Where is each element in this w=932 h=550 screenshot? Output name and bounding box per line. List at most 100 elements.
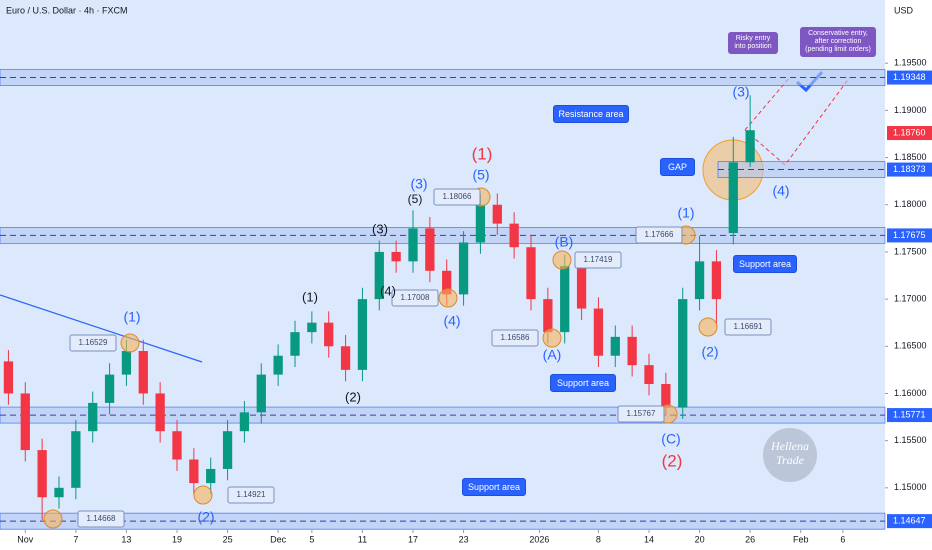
candle-body [121, 351, 132, 375]
candle-body [239, 412, 250, 432]
wave-label: (C) [661, 431, 680, 447]
y-tick-label: 1.18000 [894, 199, 927, 209]
callout: Support area [462, 478, 526, 496]
candle-body [357, 299, 368, 370]
level-label: 1.18373 [893, 164, 926, 174]
candle-body [222, 431, 233, 469]
candle-body [290, 332, 300, 356]
candle-body [155, 393, 165, 432]
candle-body [543, 299, 553, 333]
wave-label: (5) [472, 167, 489, 183]
point-marker [698, 317, 718, 337]
candle-body [627, 336, 637, 366]
wave-label: (1) [302, 289, 318, 304]
level-label: 1.17675 [893, 230, 926, 240]
candle-body [206, 468, 216, 484]
wave-label: (2) [701, 344, 718, 360]
x-tick-label: 25 [223, 534, 233, 544]
candle-body [324, 322, 334, 347]
price-tag: 1.17419 [584, 255, 613, 264]
wave-label: (A) [543, 347, 562, 363]
wave-label: (4) [772, 183, 789, 199]
wave-label: (2) [345, 389, 361, 404]
candle-body [425, 228, 435, 271]
x-tick-label: 6 [840, 534, 845, 544]
point-marker [120, 333, 140, 353]
x-tick-label: 17 [408, 534, 418, 544]
candle-body [256, 374, 266, 413]
candle-body [3, 361, 14, 394]
callout: Support area [733, 255, 797, 273]
price-tag: 1.14668 [87, 514, 116, 523]
level-label: 1.14647 [893, 516, 926, 526]
y-tick-label: 1.15000 [894, 482, 927, 492]
candle-body [340, 346, 351, 370]
candle-body [37, 450, 47, 498]
price-tag-bg [574, 251, 622, 269]
level-tag [887, 126, 932, 141]
wave-label: (3) [410, 176, 427, 192]
x-tick-label: 19 [172, 534, 182, 544]
price-tag: 1.16691 [734, 322, 763, 331]
price-tag: 1.16586 [501, 333, 530, 342]
point-marker [438, 288, 458, 308]
y-tick-label: 1.19000 [894, 105, 927, 115]
x-tick-label: 20 [695, 534, 705, 544]
candle-body [172, 431, 182, 460]
y-tick-label: 1.17500 [894, 246, 927, 256]
price-tag: 1.17666 [645, 230, 674, 239]
x-tick-label: 2026 [529, 534, 549, 544]
wave-label: (4) [443, 313, 460, 329]
candle-body [576, 266, 587, 309]
candle-body [104, 374, 115, 403]
wave-label: (1) [123, 309, 140, 325]
trend-line [0, 294, 203, 363]
candle-body [610, 336, 620, 356]
wave-label: (5) [408, 192, 423, 206]
level-tag [887, 70, 932, 85]
y-tick-label: 1.16500 [894, 341, 927, 351]
candle-body [711, 261, 722, 300]
wave-label: (2) [662, 451, 683, 470]
x-tick-label: 8 [596, 534, 601, 544]
price-tag-bg [69, 334, 117, 352]
x-tick-label: Nov [17, 534, 34, 544]
y-tick-label: 1.19500 [894, 58, 927, 68]
callout: Conservative entry, after correction (pe… [800, 27, 876, 57]
candle-body [661, 384, 671, 408]
x-tick-label: 26 [745, 534, 755, 544]
level-tag [887, 514, 932, 529]
price-tag-bg [433, 188, 481, 206]
candle-body [442, 270, 452, 295]
point-marker [552, 250, 572, 270]
x-tick-label: 14 [644, 534, 654, 544]
x-tick-label: Dec [270, 534, 287, 544]
price-tag-bg [391, 289, 439, 307]
price-tag-bg [724, 318, 772, 336]
wave-label: (4) [380, 283, 396, 298]
price-tag-bg [227, 486, 275, 504]
wave-label: (1) [472, 144, 493, 163]
candle-body [694, 261, 705, 300]
wave-label: (1) [677, 205, 694, 221]
level-tag [887, 408, 932, 423]
price-tag-bg [491, 329, 539, 347]
level-tag [887, 162, 932, 177]
callout: GAP [660, 158, 695, 176]
x-tick-label: 23 [459, 534, 469, 544]
price-tag-bg [635, 226, 683, 244]
candle-body [644, 365, 654, 385]
candle-body [728, 162, 738, 234]
candle-body [492, 204, 502, 224]
x-tick-label: 5 [309, 534, 314, 544]
x-tick-label: 11 [358, 534, 367, 544]
candle-body [745, 130, 755, 163]
candle-body [138, 351, 148, 394]
time-axis-bg [0, 530, 885, 550]
candle-body [678, 299, 688, 408]
candle-body [71, 431, 81, 488]
candle-body [20, 393, 30, 451]
price-tag: 1.14921 [237, 490, 266, 499]
watermark: Hellena Trade [771, 439, 809, 467]
